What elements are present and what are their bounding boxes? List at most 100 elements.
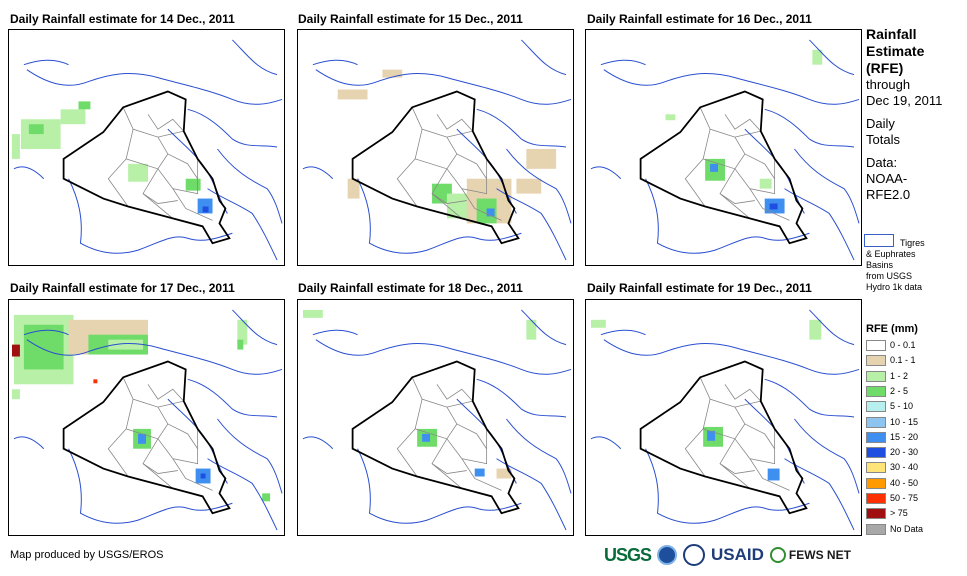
basin-boundary (809, 309, 855, 346)
rainfall-patch (11, 389, 20, 400)
sidebar-date: Dec 19, 2011 (866, 93, 943, 108)
legend-label: 10 - 15 (890, 416, 919, 427)
legend-label: 5 - 10 (890, 401, 914, 412)
basin-boundary (217, 418, 283, 494)
sidebar-data-label: Data: (866, 155, 898, 170)
basin-boundary (217, 148, 283, 224)
basin-note: Tigres & Euphrates Basins from USGS Hydr… (866, 238, 925, 292)
basin-boundary (600, 59, 646, 66)
admin-boundary (749, 188, 790, 221)
legend-label: 30 - 40 (890, 462, 919, 473)
basin-boundary (315, 69, 572, 105)
basin-boundary (312, 329, 358, 336)
rainfall-patch (382, 69, 403, 78)
basin-boundary (794, 148, 860, 224)
legend-swatch (866, 493, 886, 504)
admin-boundary (167, 423, 198, 449)
admin-boundary (719, 463, 755, 474)
legend-item: 2 - 5 (866, 385, 966, 399)
basin-boundary (207, 188, 278, 261)
rainfall-patch (197, 198, 213, 214)
rainfall-patch (337, 89, 368, 100)
legend-item: 50 - 75 (866, 492, 966, 506)
admin-boundary (734, 158, 776, 195)
rainfall-patch (28, 124, 44, 135)
panel-title: Daily Rainfall estimate for 14 Dec., 201… (10, 12, 235, 26)
legend-label: 0.1 - 1 (890, 355, 916, 366)
rainfall-patch (474, 468, 485, 477)
rainfall-map-14dec (8, 29, 285, 266)
rainfall-patch (496, 468, 512, 479)
rainfall-patch (812, 49, 823, 65)
admin-boundary (157, 158, 199, 195)
basin-boundary (207, 458, 278, 531)
legend-item: No Data (866, 523, 966, 537)
basin-boundary (496, 188, 567, 261)
basin-boundary (26, 69, 283, 105)
legend-swatch (866, 523, 886, 535)
admin-boundary (446, 428, 488, 465)
admin-boundary (142, 463, 178, 474)
basin-boundary (590, 436, 622, 450)
rainfall-patch (759, 178, 772, 189)
panel-title: Daily Rainfall estimate for 16 Dec., 201… (587, 12, 812, 26)
legend-label: 50 - 75 (890, 493, 919, 503)
rainfall-patch (422, 433, 431, 442)
legend-item: 0.1 - 1 (866, 354, 966, 368)
fews-globe-icon (769, 547, 786, 563)
basin-boundary (232, 309, 278, 346)
map-canvas (302, 309, 572, 531)
rainfall-patch (128, 163, 148, 182)
map-canvas (11, 309, 283, 531)
admin-boundary (172, 188, 213, 221)
legend-item: > 75 (866, 507, 966, 521)
admin-boundary (414, 129, 458, 170)
admin-boundary (436, 114, 474, 132)
basin-boundary (784, 188, 855, 261)
fews-net-logo: FEWS NET (769, 547, 851, 563)
rainfall-patch (11, 344, 20, 357)
basin-boundary (590, 166, 622, 180)
usaid-logo: USAID (711, 545, 764, 564)
rainfall-patch (707, 430, 716, 441)
rainfall-patch (11, 134, 20, 159)
admin-boundary (431, 463, 467, 474)
admin-boundary (456, 423, 487, 449)
admin-boundary (734, 428, 776, 465)
basin-boundary (506, 418, 572, 494)
admin-boundary (684, 158, 706, 207)
basin-boundary (476, 108, 567, 148)
legend-item: 40 - 50 (866, 477, 966, 491)
sidebar-daily: Daily (866, 116, 895, 131)
rainfall-patch (200, 473, 206, 479)
admin-boundary (744, 423, 775, 449)
legend-swatch (866, 385, 886, 397)
basin-boundary (302, 166, 334, 180)
basin-boundary (187, 108, 278, 148)
legend-label: 2 - 5 (890, 385, 909, 396)
rainfall-patch (769, 203, 778, 210)
legend-swatch (866, 401, 886, 413)
rainfall-patch (767, 468, 780, 481)
sidebar-data-source: NOAA- (866, 171, 908, 186)
admin-boundary (724, 114, 762, 132)
legend-item: 20 - 30 (866, 446, 966, 460)
admin-boundary (684, 428, 706, 477)
legend-label: 1 - 2 (890, 370, 909, 381)
basin-boundary (645, 178, 810, 254)
panel-title: Daily Rainfall estimate for 19 Dec., 201… (587, 281, 812, 295)
basin-boundary (794, 418, 860, 494)
map-credit: Map produced by USGS/EROS (10, 549, 164, 561)
legend-swatch (866, 370, 886, 382)
country-border (351, 90, 520, 245)
basin-boundary (302, 436, 334, 450)
admin-boundary (157, 428, 199, 465)
admin-boundary (446, 158, 488, 195)
basin-boundary (232, 39, 278, 76)
basin-boundary (315, 339, 572, 375)
rainfall-patch (202, 206, 209, 213)
basin-boundary (26, 339, 283, 375)
legend-label: 15 - 20 (890, 431, 919, 442)
legend-swatch (866, 340, 886, 351)
legend-label: > 75 (890, 508, 908, 519)
